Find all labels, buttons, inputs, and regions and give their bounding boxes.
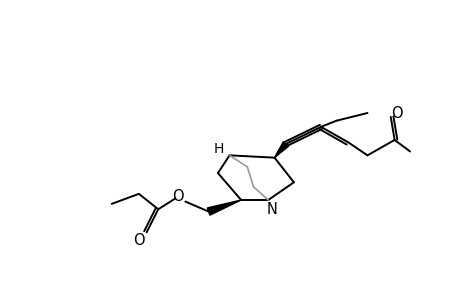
Text: O: O [390,106,402,121]
Text: O: O [133,232,145,247]
Polygon shape [207,200,241,215]
Text: O: O [172,189,184,204]
Text: N: N [266,202,277,217]
Polygon shape [274,142,288,158]
Text: H: H [213,142,224,156]
